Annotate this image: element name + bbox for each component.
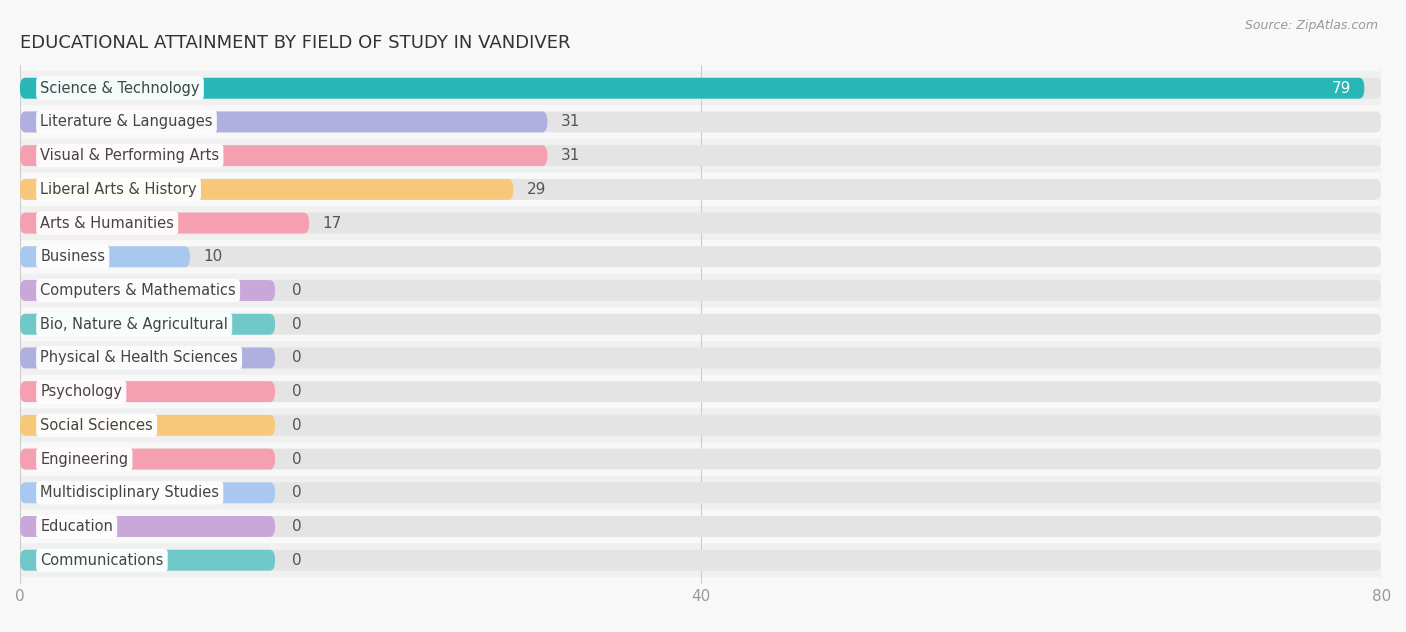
FancyBboxPatch shape	[20, 212, 309, 234]
FancyBboxPatch shape	[20, 544, 1381, 577]
FancyBboxPatch shape	[20, 476, 1381, 509]
Text: Physical & Health Sciences: Physical & Health Sciences	[41, 350, 238, 365]
Text: 0: 0	[292, 418, 302, 433]
Text: Psychology: Psychology	[41, 384, 122, 399]
FancyBboxPatch shape	[20, 280, 276, 301]
FancyBboxPatch shape	[20, 341, 1381, 375]
FancyBboxPatch shape	[20, 449, 1381, 470]
Text: 29: 29	[527, 182, 547, 197]
Text: 17: 17	[323, 216, 342, 231]
Text: 0: 0	[292, 553, 302, 568]
FancyBboxPatch shape	[20, 550, 276, 571]
Text: Literature & Languages: Literature & Languages	[41, 114, 212, 130]
Text: 0: 0	[292, 519, 302, 534]
Text: Engineering: Engineering	[41, 452, 128, 466]
FancyBboxPatch shape	[20, 348, 1381, 368]
Text: Communications: Communications	[41, 553, 163, 568]
FancyBboxPatch shape	[20, 381, 276, 402]
FancyBboxPatch shape	[20, 78, 1364, 99]
FancyBboxPatch shape	[20, 212, 1381, 234]
Text: 0: 0	[292, 384, 302, 399]
FancyBboxPatch shape	[20, 111, 1381, 132]
Text: Source: ZipAtlas.com: Source: ZipAtlas.com	[1244, 19, 1378, 32]
FancyBboxPatch shape	[20, 274, 1381, 307]
FancyBboxPatch shape	[20, 179, 1381, 200]
FancyBboxPatch shape	[20, 246, 190, 267]
FancyBboxPatch shape	[20, 313, 1381, 335]
FancyBboxPatch shape	[20, 415, 276, 436]
Text: 31: 31	[561, 114, 581, 130]
FancyBboxPatch shape	[20, 179, 513, 200]
FancyBboxPatch shape	[20, 313, 276, 335]
FancyBboxPatch shape	[20, 145, 547, 166]
FancyBboxPatch shape	[20, 111, 547, 132]
FancyBboxPatch shape	[20, 550, 1381, 571]
FancyBboxPatch shape	[20, 415, 1381, 436]
FancyBboxPatch shape	[20, 71, 1381, 105]
FancyBboxPatch shape	[20, 516, 1381, 537]
Text: Arts & Humanities: Arts & Humanities	[41, 216, 174, 231]
FancyBboxPatch shape	[20, 449, 276, 470]
FancyBboxPatch shape	[20, 516, 276, 537]
FancyBboxPatch shape	[20, 139, 1381, 173]
Text: Education: Education	[41, 519, 112, 534]
Text: 0: 0	[292, 485, 302, 501]
FancyBboxPatch shape	[20, 482, 276, 503]
Text: 10: 10	[204, 249, 224, 264]
FancyBboxPatch shape	[20, 246, 1381, 267]
Text: 79: 79	[1331, 81, 1351, 95]
FancyBboxPatch shape	[20, 482, 1381, 503]
Text: Social Sciences: Social Sciences	[41, 418, 153, 433]
FancyBboxPatch shape	[20, 145, 1381, 166]
Text: Computers & Mathematics: Computers & Mathematics	[41, 283, 236, 298]
Text: 0: 0	[292, 317, 302, 332]
FancyBboxPatch shape	[20, 280, 1381, 301]
FancyBboxPatch shape	[20, 78, 1381, 99]
Text: Business: Business	[41, 249, 105, 264]
Text: EDUCATIONAL ATTAINMENT BY FIELD OF STUDY IN VANDIVER: EDUCATIONAL ATTAINMENT BY FIELD OF STUDY…	[20, 34, 571, 52]
Text: Multidisciplinary Studies: Multidisciplinary Studies	[41, 485, 219, 501]
Text: 31: 31	[561, 148, 581, 163]
FancyBboxPatch shape	[20, 381, 1381, 402]
Text: 0: 0	[292, 283, 302, 298]
FancyBboxPatch shape	[20, 206, 1381, 240]
FancyBboxPatch shape	[20, 348, 276, 368]
Text: 0: 0	[292, 452, 302, 466]
FancyBboxPatch shape	[20, 408, 1381, 442]
Text: 0: 0	[292, 350, 302, 365]
Text: Bio, Nature & Agricultural: Bio, Nature & Agricultural	[41, 317, 228, 332]
Text: Science & Technology: Science & Technology	[41, 81, 200, 95]
Text: Visual & Performing Arts: Visual & Performing Arts	[41, 148, 219, 163]
Text: Liberal Arts & History: Liberal Arts & History	[41, 182, 197, 197]
